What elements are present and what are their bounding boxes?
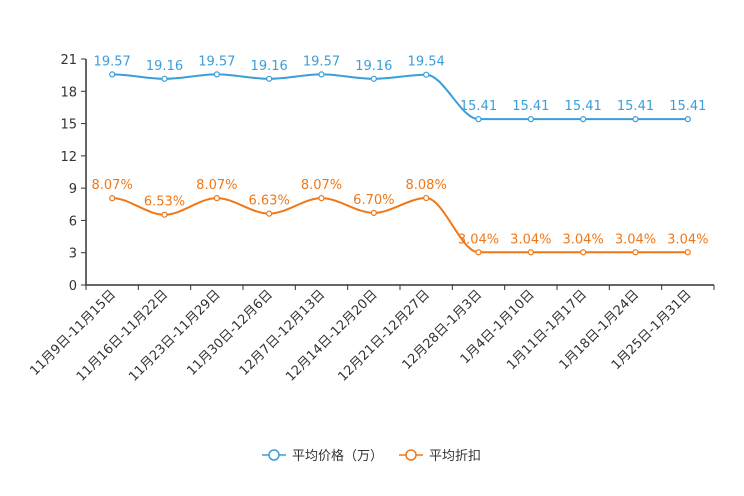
data-point bbox=[161, 211, 168, 218]
legend[interactable]: 平均价格（万） 平均折扣 bbox=[262, 448, 481, 464]
data-label: 8.08% bbox=[406, 178, 447, 193]
legend-item-1[interactable]: 平均价格（万） bbox=[262, 448, 383, 464]
data-label: 6.63% bbox=[249, 194, 290, 209]
data-label: 8.07% bbox=[92, 178, 133, 193]
data-label: 15.41 bbox=[512, 99, 549, 114]
x-tick-label: 11月23日-11月29日 bbox=[126, 287, 223, 384]
data-point bbox=[475, 249, 482, 256]
data-point bbox=[475, 116, 482, 123]
legend-label: 平均价格（万） bbox=[292, 448, 383, 464]
legend-item-2[interactable]: 平均折扣 bbox=[399, 449, 481, 464]
data-point bbox=[632, 116, 639, 123]
legend-label: 平均折扣 bbox=[429, 449, 481, 464]
x-tick-label: 12月14日-12月20日 bbox=[283, 287, 380, 384]
data-point bbox=[213, 71, 220, 78]
data-label: 19.16 bbox=[251, 59, 288, 74]
x-tick-label: 11月16日-11月22日 bbox=[74, 287, 171, 384]
data-label: 8.07% bbox=[196, 178, 237, 193]
data-point bbox=[161, 75, 168, 82]
data-point bbox=[266, 210, 273, 217]
data-label: 19.57 bbox=[303, 54, 340, 69]
y-tick-label: 6 bbox=[69, 214, 77, 229]
data-point bbox=[580, 249, 587, 256]
data-label: 3.04% bbox=[615, 232, 656, 247]
data-point bbox=[266, 75, 273, 82]
data-label: 15.41 bbox=[565, 99, 602, 114]
data-point bbox=[318, 71, 325, 78]
data-point bbox=[370, 209, 377, 216]
y-tick-label: 9 bbox=[69, 182, 77, 197]
data-label: 6.70% bbox=[353, 193, 394, 208]
data-label: 19.16 bbox=[146, 59, 183, 74]
data-point bbox=[109, 71, 116, 78]
data-label: 19.57 bbox=[198, 54, 235, 69]
series-layer: 19.57 19.16 19.57 19.16 19.57 19.16 19.54 15.41… bbox=[92, 54, 708, 256]
data-point bbox=[684, 249, 691, 256]
series-2: 8.07% 6.53% 8.07% 6.63% 8.07% 6.70% 8.08% 3.04%… bbox=[92, 178, 708, 256]
y-tick-label: 15 bbox=[60, 118, 77, 133]
data-point bbox=[527, 249, 534, 256]
data-label: 15.41 bbox=[460, 99, 497, 114]
data-point bbox=[527, 116, 534, 123]
data-point bbox=[684, 116, 691, 123]
data-label: 19.57 bbox=[94, 54, 131, 69]
y-tick-label: 0 bbox=[69, 279, 77, 294]
legend-marker-icon bbox=[268, 449, 280, 461]
data-point bbox=[318, 195, 325, 202]
data-point bbox=[370, 75, 377, 82]
data-label: 8.07% bbox=[301, 178, 342, 193]
data-label: 19.54 bbox=[408, 55, 445, 70]
data-point bbox=[423, 194, 430, 202]
data-label: 3.04% bbox=[458, 232, 499, 247]
data-point bbox=[109, 195, 116, 202]
legend-marker-icon bbox=[405, 449, 417, 461]
y-tick-label: 21 bbox=[60, 53, 77, 68]
data-point bbox=[423, 71, 430, 78]
x-tick-label: 11月9日-11月15日 bbox=[27, 287, 119, 379]
data-point bbox=[632, 249, 639, 256]
axes: 0 3 6 9 12 15 18 21 11月9日-11月15日11月16日-11月22日11月… bbox=[27, 53, 715, 385]
x-tick-label: 12月21日-12月27日 bbox=[336, 287, 433, 384]
y-tick-label: 3 bbox=[69, 247, 77, 262]
data-label: 3.04% bbox=[563, 232, 604, 247]
series-1: 19.57 19.16 19.57 19.16 19.57 19.16 19.54 15.41… bbox=[94, 54, 706, 123]
data-label: 3.04% bbox=[667, 232, 708, 247]
data-label: 3.04% bbox=[510, 232, 551, 247]
y-tick-label: 12 bbox=[60, 150, 77, 165]
data-point bbox=[580, 116, 587, 123]
data-label: 6.53% bbox=[144, 195, 185, 210]
data-point bbox=[213, 195, 220, 202]
y-tick-label: 18 bbox=[60, 85, 77, 100]
data-label: 19.16 bbox=[355, 59, 392, 74]
data-label: 15.41 bbox=[617, 99, 654, 114]
data-label: 15.41 bbox=[669, 99, 706, 114]
